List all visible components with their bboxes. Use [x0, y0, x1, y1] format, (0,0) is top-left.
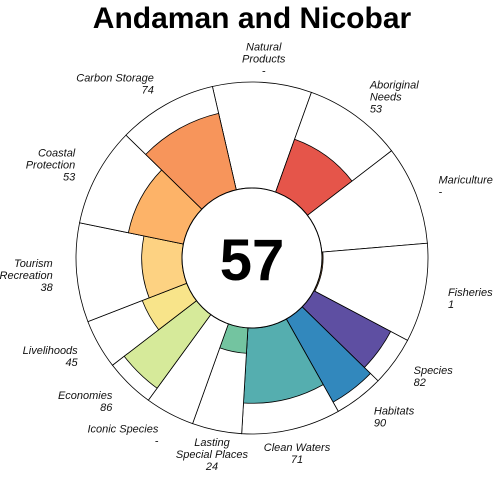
goal-label-iconic-species: Iconic Species - — [87, 424, 158, 448]
goal-value-aboriginal-needs: 53 — [370, 103, 383, 115]
goal-value-economies: 86 — [100, 402, 113, 414]
goal-label-species: Species 82 — [414, 365, 454, 389]
goal-label-carbon-storage: Carbon Storage 74 — [76, 73, 154, 97]
goal-value-fisheries: 1 — [448, 299, 454, 311]
goal-value-clean-waters: 71 — [291, 454, 303, 466]
labels-group: Natural Products - Aboriginal Needs 53 Maricul… — [0, 41, 493, 473]
goal-label-aboriginal-needs: Aboriginal Needs 53 — [369, 79, 419, 115]
center-score: 57 — [220, 228, 285, 293]
goal-label-coastal-protection: Coastal Protection 53 — [26, 147, 76, 183]
goal-label-economies: Economies 86 — [58, 390, 113, 414]
petals-group — [75, 81, 429, 435]
goal-label-fisheries: Fisheries 1 — [448, 287, 493, 311]
goal-value-tourism-recreation: 38 — [40, 282, 53, 294]
goal-label-natural-products: Natural Products - — [242, 41, 286, 77]
goal-value-habitats: 90 — [374, 418, 387, 430]
goal-value-livelihoods: 45 — [65, 357, 78, 369]
chart-title: Andaman and Nicobar — [93, 2, 412, 35]
goal-value-natural-products: - — [262, 65, 266, 77]
goal-value-coastal-protection: 53 — [63, 171, 76, 183]
goal-value-lasting-special-places: 24 — [205, 461, 218, 473]
goal-label-habitats: Habitats 90 — [374, 406, 415, 430]
goal-label-lasting-special-places: Lasting Special Places 24 — [176, 437, 249, 473]
goal-value-iconic-species: - — [155, 436, 159, 448]
goal-label-livelihoods: Livelihoods 45 — [23, 345, 79, 369]
goal-value-mariculture: - — [438, 187, 442, 199]
goal-value-carbon-storage: 74 — [142, 85, 154, 97]
inner-circle — [181, 187, 323, 329]
goal-label-mariculture: Mariculture - — [438, 175, 492, 199]
goal-label-clean-waters: Clean Waters 71 — [264, 442, 331, 466]
goal-value-species: 82 — [414, 377, 426, 389]
